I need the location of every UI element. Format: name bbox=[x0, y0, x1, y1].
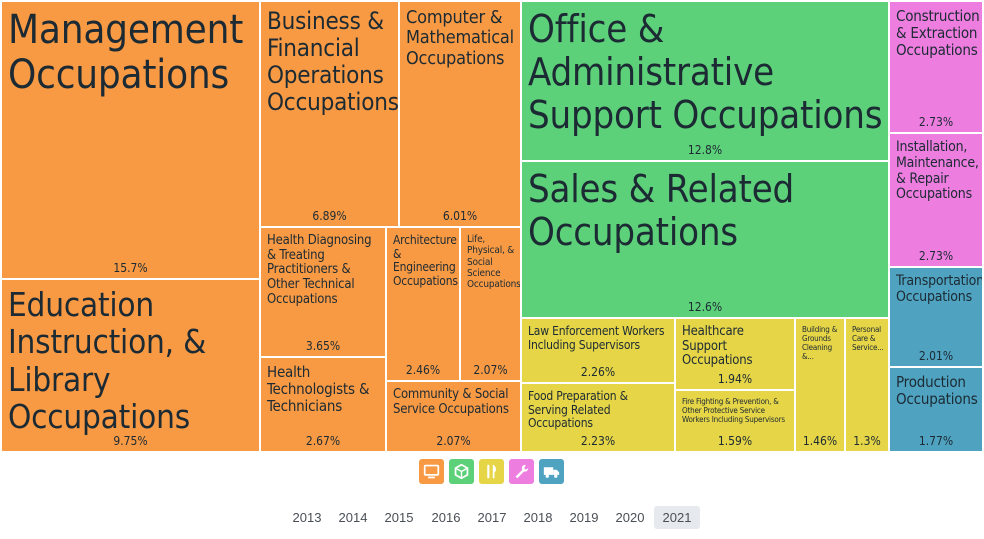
tile-label: Business & Financial Operations Occupati… bbox=[267, 7, 399, 117]
legend-button-monitor[interactable] bbox=[419, 459, 444, 484]
tile-label: Health Technologists & Technicians bbox=[267, 363, 370, 415]
tile-label: Healthcare Support Occupations bbox=[682, 324, 753, 369]
tile-label: Personal Care & Service... bbox=[852, 325, 884, 353]
tile-label: Construction & Extraction Occupations bbox=[896, 7, 980, 59]
legend-button-cube[interactable] bbox=[449, 459, 474, 484]
truck-icon bbox=[543, 463, 560, 480]
category-legend bbox=[0, 459, 984, 485]
legend-button-wrench[interactable] bbox=[509, 459, 534, 484]
tile-value: 1.77% bbox=[918, 434, 954, 448]
year-button-2015[interactable]: 2015 bbox=[384, 510, 414, 525]
year-button-2019[interactable]: 2019 bbox=[569, 510, 599, 525]
tile-label: Law Enforcement Workers Including Superv… bbox=[528, 324, 665, 352]
tile-value: 2.01% bbox=[918, 349, 954, 363]
tile-label: Community & Social Service Occupations bbox=[393, 387, 509, 417]
tile-label: Food Preparation & Serving Related Occup… bbox=[528, 389, 628, 431]
year-button-2013[interactable]: 2013 bbox=[292, 510, 322, 525]
tile-community-social-service[interactable]: Community & Social Service Occupations 2.… bbox=[387, 382, 522, 453]
tile-business-financial[interactable]: Business & Financial Operations Occupati… bbox=[261, 2, 400, 228]
tile-label: Office & Administrative Support Occupati… bbox=[528, 7, 883, 137]
tile-value: 2.07% bbox=[473, 363, 508, 377]
tile-law-enforcement[interactable]: Law Enforcement Workers Including Superv… bbox=[522, 319, 676, 384]
tile-value: 2.23% bbox=[580, 434, 616, 448]
tile-value: 1.59% bbox=[717, 434, 753, 448]
tile-construction-extraction[interactable]: Construction & Extraction Occupations 2.7… bbox=[890, 2, 984, 134]
tile-health-diagnosing[interactable]: Health Diagnosing & Treating Practitione… bbox=[261, 228, 387, 358]
tile-label: Fire Fighting & Prevention, & Other Prot… bbox=[682, 397, 785, 425]
tile-value: 12.6% bbox=[687, 300, 723, 314]
tile-architecture-engineering[interactable]: Architecture & Engineering Occupations 2.… bbox=[387, 228, 461, 382]
tile-health-technologists[interactable]: Health Technologists & Technicians 2.67% bbox=[261, 358, 387, 453]
tile-label: Building & Grounds Cleaning &... bbox=[802, 325, 838, 362]
tile-value: 3.65% bbox=[305, 339, 341, 353]
tile-value: 15.7% bbox=[113, 261, 148, 275]
tile-value: 2.46% bbox=[405, 363, 441, 377]
tile-label: Health Diagnosing & Treating Practitione… bbox=[267, 233, 372, 307]
tile-label: Architecture & Engineering Occupations bbox=[393, 233, 458, 288]
year-selector: 2013 2014 2015 2016 2017 2018 2019 2020 2021 bbox=[0, 506, 984, 530]
tile-production[interactable]: Production Occupations 1.77% bbox=[890, 368, 984, 453]
tile-education[interactable]: Education Instruction, & Library Occupat… bbox=[2, 280, 261, 453]
tile-value: 1.94% bbox=[717, 372, 753, 386]
tile-label: Sales & Related Occupations bbox=[528, 167, 795, 254]
tile-label: Production Occupations bbox=[896, 373, 978, 408]
tile-label: Installation, Maintenance, & Repair Occu… bbox=[896, 139, 979, 203]
monitor-icon bbox=[423, 463, 440, 480]
year-button-2016[interactable]: 2016 bbox=[431, 510, 461, 525]
tile-label: Education Instruction, & Library Occupat… bbox=[8, 285, 207, 436]
tile-transportation[interactable]: Transportation Occupations 2.01% bbox=[890, 268, 984, 368]
tile-value: 2.07% bbox=[436, 434, 471, 448]
tile-label: Transportation Occupations bbox=[896, 273, 984, 305]
wrench-icon bbox=[513, 463, 530, 480]
tile-fire-fighting[interactable]: Fire Fighting & Prevention, & Other Prot… bbox=[676, 391, 796, 453]
tile-management[interactable]: Management Occupations 15.7% bbox=[2, 2, 261, 280]
tile-value: 2.73% bbox=[918, 115, 954, 129]
tile-value: 2.73% bbox=[918, 249, 954, 263]
tile-installation-maintenance[interactable]: Installation, Maintenance, & Repair Occu… bbox=[890, 134, 984, 268]
year-button-2018[interactable]: 2018 bbox=[523, 510, 553, 525]
treemap-chart: Management Occupations 15.7% Education Ins… bbox=[2, 2, 984, 453]
tile-value: 1.46% bbox=[802, 434, 838, 448]
tile-building-grounds[interactable]: Building & Grounds Cleaning &... 1.46% bbox=[796, 319, 846, 453]
tile-value: 12.8% bbox=[687, 143, 723, 157]
tile-label: Management Occupations bbox=[8, 7, 244, 99]
utensils-icon bbox=[483, 463, 500, 480]
tile-label: Computer & Mathematical Occupations bbox=[406, 7, 514, 69]
tile-computer-mathematical[interactable]: Computer & Mathematical Occupations 6.01% bbox=[400, 2, 522, 228]
tile-healthcare-support[interactable]: Healthcare Support Occupations 1.94% bbox=[676, 319, 796, 391]
tile-personal-care[interactable]: Personal Care & Service... 1.3% bbox=[846, 319, 890, 453]
tile-office-administrative[interactable]: Office & Administrative Support Occupati… bbox=[522, 2, 890, 162]
year-button-2014[interactable]: 2014 bbox=[338, 510, 368, 525]
cube-icon bbox=[453, 463, 470, 480]
tile-value: 2.26% bbox=[580, 365, 616, 379]
tile-value: 2.67% bbox=[305, 434, 341, 448]
legend-button-truck[interactable] bbox=[539, 459, 564, 484]
tile-value: 1.3% bbox=[853, 434, 881, 448]
year-button-2021[interactable]: 2021 bbox=[654, 506, 700, 529]
tile-value: 9.75% bbox=[113, 434, 148, 448]
legend-button-utensils[interactable] bbox=[479, 459, 504, 484]
tile-value: 6.01% bbox=[442, 209, 478, 223]
tile-food-preparation[interactable]: Food Preparation & Serving Related Occup… bbox=[522, 384, 676, 453]
tile-life-physical-science[interactable]: Life, Physical, & Social Science Occupat… bbox=[461, 228, 522, 382]
tile-label: Life, Physical, & Social Science Occupat… bbox=[467, 234, 521, 291]
year-button-2020[interactable]: 2020 bbox=[615, 510, 645, 525]
tile-value: 6.89% bbox=[312, 209, 347, 223]
year-button-2017[interactable]: 2017 bbox=[477, 510, 507, 525]
tile-sales-related[interactable]: Sales & Related Occupations 12.6% bbox=[522, 162, 890, 319]
